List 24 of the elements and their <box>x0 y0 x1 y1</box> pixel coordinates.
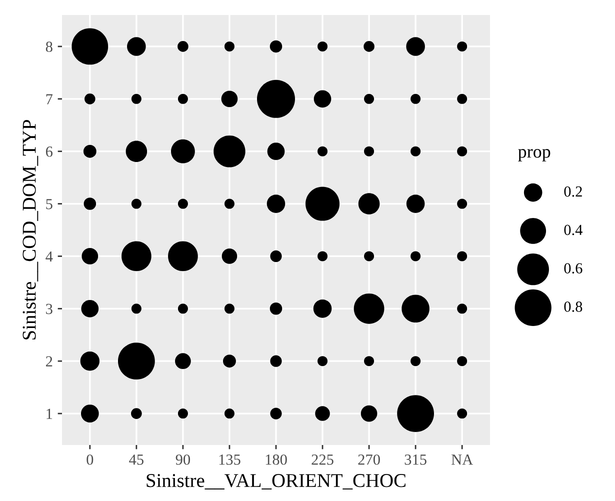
y-tick-label: 1 <box>46 408 52 419</box>
y-tick-label: 3 <box>46 304 52 314</box>
x-tick-label: 0 <box>86 454 94 465</box>
x-tick-label: NA <box>451 454 474 465</box>
x-tick-label: 315 <box>404 454 426 465</box>
x-tick-label: 180 <box>266 454 287 465</box>
y-tick-label: 7 <box>46 94 53 104</box>
y-tick-label: 6 <box>46 146 53 157</box>
legend-title: prop <box>518 149 550 162</box>
y-tick-label: 2 <box>46 356 52 366</box>
x-tick-label: 270 <box>358 454 380 465</box>
y-axis-title: Sinistre__COD_DOM_TYP <box>22 120 38 340</box>
y-tick-label: 5 <box>46 199 52 210</box>
y-tick-label: 8 <box>46 42 52 52</box>
x-tick-label: 45 <box>129 454 144 465</box>
legend-label: 0.8 <box>564 302 582 312</box>
y-tick-label: 4 <box>46 251 53 262</box>
legend-label: 0.6 <box>564 263 582 274</box>
legend-label: 0.4 <box>564 224 583 236</box>
x-axis-title: Sinistre__VAL_ORIENT_CHOC <box>146 474 406 490</box>
x-tick-label: 225 <box>312 454 334 465</box>
x-tick-label: 135 <box>219 454 240 465</box>
legend-label: 0.2 <box>564 186 582 197</box>
x-tick-label: 90 <box>176 454 190 465</box>
